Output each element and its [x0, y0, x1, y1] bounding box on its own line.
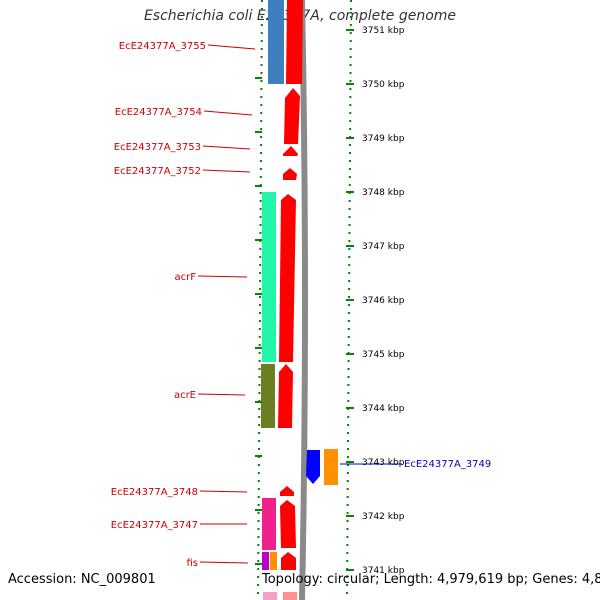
cds-arrow-3753[interactable] [283, 146, 298, 156]
kbp-axis: 3751 kbp 3750 kbp 3749 kbp 3748 kbp 3747 kbp… [255, 26, 405, 576]
feature-3747-bar[interactable] [262, 498, 276, 550]
cds-arrow-fis[interactable] [281, 552, 296, 570]
cds-arrow-acrE[interactable] [278, 364, 293, 428]
genome-summary-text: Topology: circular; Length: 4,979,619 bp… [262, 572, 600, 587]
gene-label-leader [197, 393, 246, 396]
kbp-tick-label: 3751 kbp [362, 26, 405, 36]
gene-label-leader [197, 275, 248, 278]
genome-backbone [299, 0, 308, 600]
kbp-tick-label: 3748 kbp [362, 188, 405, 198]
gene-label[interactable]: EcE24377A_3748 [111, 487, 198, 498]
gene-label-leader [199, 561, 249, 564]
feature-acrF-bar[interactable] [262, 192, 276, 362]
feature-3749-bar[interactable] [324, 449, 338, 485]
gene-label[interactable]: EcE24377A_3752 [114, 166, 201, 177]
gene-label[interactable]: EcE24377A_3754 [115, 107, 202, 118]
cds-arrow-3752[interactable] [283, 168, 297, 180]
cds-arrow-3747[interactable] [280, 500, 296, 548]
kbp-tick-label: 3745 kbp [362, 350, 405, 360]
gene-label[interactable]: acrF [175, 272, 197, 283]
gene-label[interactable]: EcE24377A_3749 [404, 459, 491, 470]
feature-3755-bar[interactable] [268, 0, 284, 84]
feature-fis-bar-a[interactable] [262, 552, 269, 570]
kbp-tick-label: 3741 kbp [362, 566, 405, 576]
gene-label-leader [203, 110, 253, 116]
kbp-tick-label: 3743 kbp [362, 458, 405, 468]
kbp-tick-label: 3744 kbp [362, 404, 405, 414]
gene-label-leader [202, 169, 251, 173]
kbp-tick-label: 3742 kbp [362, 512, 405, 522]
cds-continuation [283, 592, 297, 600]
gene-label[interactable]: acrE [174, 390, 196, 401]
cds-arrow-3755[interactable] [286, 0, 303, 84]
kbp-tick-label: 3749 kbp [362, 134, 405, 144]
feature-acrE-bar[interactable] [261, 364, 275, 428]
reverse-cds-3749[interactable] [306, 450, 320, 484]
gene-label[interactable]: EcE24377A_3753 [114, 142, 201, 153]
cds-arrow-3754[interactable] [284, 88, 300, 144]
gene-label[interactable]: EcE24377A_3747 [111, 520, 198, 531]
accession-text: Accession: NC_009801 [8, 572, 156, 587]
gene-label[interactable]: fis [186, 558, 198, 569]
gene-label-leader [199, 490, 248, 493]
kbp-tick-label: 3750 kbp [362, 80, 405, 90]
right-gene-labels: EcE24377A_3749 [340, 459, 491, 470]
kbp-tick-label: 3746 kbp [362, 296, 405, 306]
gene-label-leader [207, 44, 256, 50]
gene-label[interactable]: EcE24377A_3755 [119, 41, 206, 52]
cds-arrow-3748[interactable] [280, 486, 294, 496]
feature-pink-continuation [263, 592, 277, 600]
cds-arrow-acrF[interactable] [279, 194, 296, 362]
gene-label-leader [202, 145, 251, 150]
feature-fis-bar-b[interactable] [270, 552, 277, 570]
kbp-tick-label: 3747 kbp [362, 242, 405, 252]
left-gene-labels: EcE24377A_3755 EcE24377A_3754 EcE24377A_37… [111, 41, 256, 569]
